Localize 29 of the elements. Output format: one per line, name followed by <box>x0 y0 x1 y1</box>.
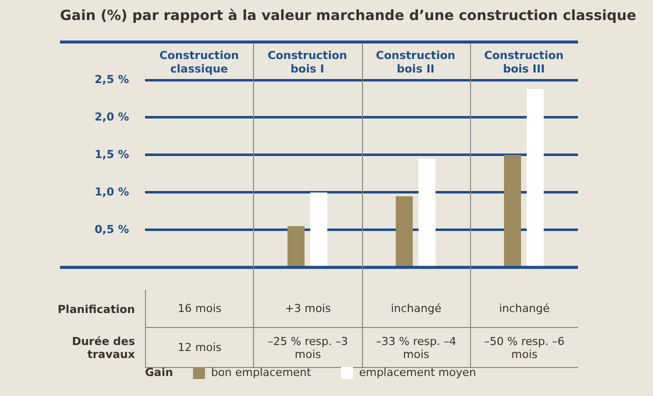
text: –50 % resp. –6 mois <box>484 334 564 360</box>
text: –33 % resp. –4 mois <box>376 334 456 360</box>
bar <box>526 88 544 268</box>
legend-title: Gain <box>145 366 174 379</box>
bar <box>310 192 328 268</box>
text: inchangé <box>362 290 470 328</box>
x-tick-label: Construction classique <box>159 49 239 76</box>
bar <box>396 196 413 268</box>
y-tick-label: 2,5 % <box>94 72 129 86</box>
bar <box>418 158 436 268</box>
bar <box>504 154 522 268</box>
text: Planification <box>58 302 136 318</box>
text: inchangé <box>470 290 578 328</box>
text: –25 % resp. –3 mois <box>268 334 348 360</box>
y-tick-label: 1,0 % <box>94 185 129 198</box>
x-tick-label: Construction bois I <box>268 49 348 76</box>
x-tick-label: Construction bois II <box>376 49 456 76</box>
legend-label: bon emplacement <box>211 366 312 379</box>
bar <box>287 226 305 268</box>
y-tick-label: 1,5 % <box>94 148 129 161</box>
text: 16 mois <box>145 290 254 328</box>
legend-label: emplacement moyen <box>359 366 476 379</box>
x-tick-label: Construction bois III <box>484 49 564 76</box>
text: +3 mois <box>253 290 362 328</box>
text: 12 mois <box>178 341 222 354</box>
text: Durée des travaux <box>70 334 136 363</box>
y-tick-label: 0,5 % <box>94 222 129 236</box>
chart-title: Gain (%) par rapport à la valeur marchande d’une construction classique <box>60 8 636 24</box>
y-tick-label: 2,0 % <box>94 110 129 124</box>
